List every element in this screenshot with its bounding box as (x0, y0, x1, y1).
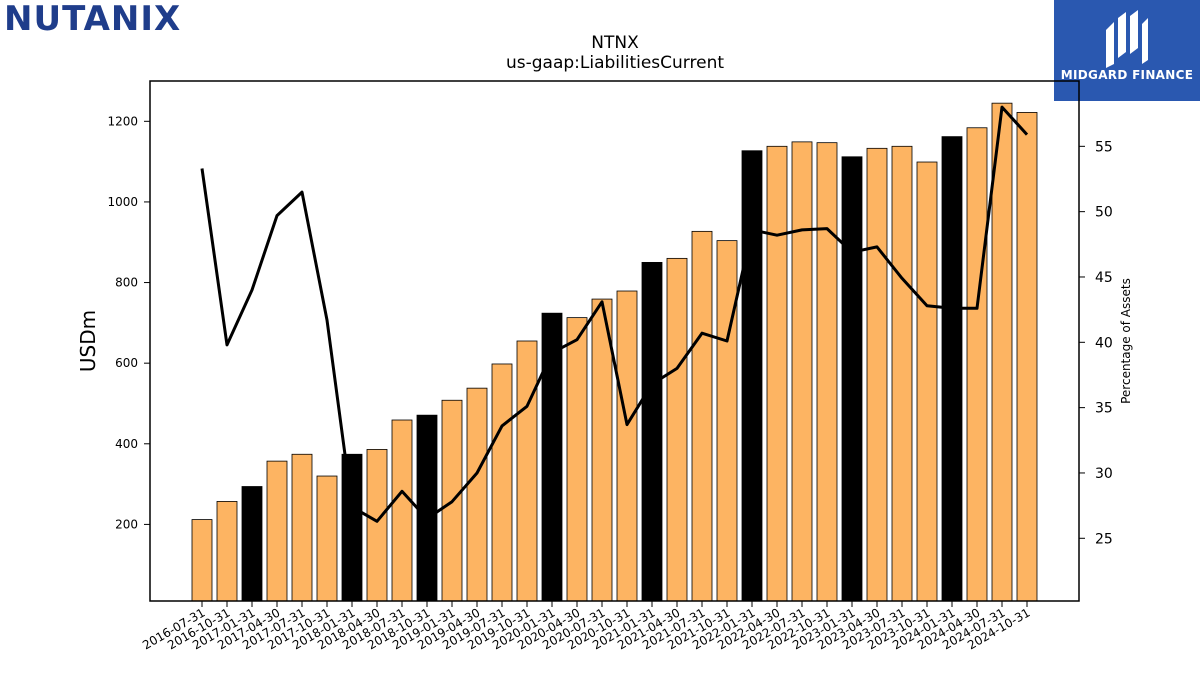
midgard-finance-badge: MIDGARD FINANCE (1054, 0, 1200, 101)
plot-frame (149, 80, 1080, 602)
bar-2019-07-31 (491, 363, 513, 602)
bar-2018-01-31 (341, 453, 363, 602)
bar-2023-07-31 (891, 145, 913, 602)
y-tick-label: 1200 (107, 114, 138, 128)
chart-subtitle: us-gaap:LiabilitiesCurrent (506, 53, 724, 73)
bar-2021-04-30 (666, 257, 688, 602)
y-axis-label: USDm (76, 310, 100, 372)
nutanix-logo-text: NUTANIX (4, 0, 182, 39)
chart-title: NTNX (591, 33, 639, 53)
bar-2024-10-31 (1016, 112, 1038, 602)
percentage-line (200, 105, 1029, 523)
x-ticks-layer: 2016-07-312016-10-312017-01-312017-04-30… (140, 601, 1033, 652)
bar-2023-04-30 (866, 147, 888, 602)
y2-tick-label: 50 (1095, 205, 1113, 221)
y-tick-label: 600 (115, 356, 138, 370)
bar-2017-07-31 (291, 453, 313, 602)
midgard-logo-icon (1106, 10, 1148, 68)
y-tick-label: 400 (115, 437, 138, 451)
bar-2024-07-31 (991, 102, 1013, 602)
bar-2017-10-31 (316, 475, 338, 602)
y-tick-label: 200 (115, 517, 138, 531)
bar-2018-07-31 (391, 419, 413, 602)
bar-2019-04-30 (466, 387, 488, 602)
y2-axis-label: Percentage of Assets (1119, 278, 1133, 404)
y2-ticks-layer: 25 30 35 40 45 50 55 (1079, 139, 1113, 547)
bar-2021-07-31 (691, 230, 713, 602)
y2-tick-label: 55 (1095, 139, 1113, 155)
bar-2018-04-30 (366, 449, 388, 602)
bar-2020-01-31 (541, 312, 563, 602)
bar-2020-04-30 (566, 317, 588, 602)
bar-2022-04-30 (766, 145, 788, 602)
bar-2019-10-31 (516, 340, 538, 602)
y2-tick-label: 40 (1095, 335, 1113, 351)
bar-2023-01-31 (841, 156, 863, 602)
y2-tick-label: 35 (1095, 401, 1113, 417)
bar-2018-10-31 (416, 414, 438, 602)
y-ticks-layer: 200 400 600 800 1000 1200 (107, 114, 150, 531)
y-tick-label: 800 (115, 276, 138, 290)
y2-tick-label: 30 (1095, 466, 1113, 482)
bar-2017-01-31 (241, 486, 263, 602)
nutanix-logo: NUTANIX (4, 2, 181, 36)
bar-2022-01-31 (741, 150, 763, 602)
bar-2022-10-31 (816, 142, 838, 602)
bar-2021-01-31 (641, 261, 663, 602)
bar-2016-07-31 (191, 519, 213, 602)
y2-tick-label: 45 (1095, 270, 1113, 286)
bar-2022-07-31 (791, 141, 813, 602)
bars-layer (191, 102, 1038, 602)
bar-2017-04-30 (266, 460, 288, 602)
badge-label: MIDGARD FINANCE (1060, 68, 1194, 82)
bar-2020-07-31 (591, 298, 613, 602)
y2-tick-label: 25 (1095, 531, 1113, 547)
bar-2020-10-31 (616, 290, 638, 602)
bar-2024-04-30 (966, 127, 988, 602)
bar-2021-10-31 (716, 240, 738, 602)
bar-2023-10-31 (916, 161, 938, 602)
bar-2016-10-31 (216, 501, 238, 602)
y-tick-label: 1000 (107, 195, 138, 209)
bar-2024-01-31 (941, 136, 963, 602)
line-layer (200, 105, 1029, 523)
